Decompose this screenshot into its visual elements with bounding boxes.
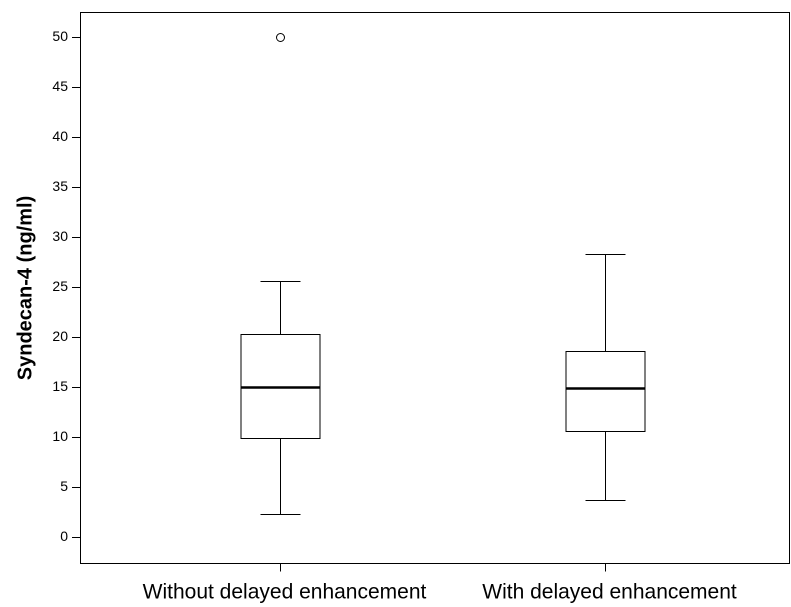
plot-frame bbox=[80, 12, 790, 564]
y-tick-label: 25 bbox=[52, 278, 68, 294]
y-tick-label: 10 bbox=[52, 428, 68, 444]
y-tick-label: 5 bbox=[60, 478, 68, 494]
outlier bbox=[276, 33, 285, 42]
y-axis-title: Syndecan-4 (ng/ml) bbox=[14, 196, 36, 380]
y-tick-label: 50 bbox=[52, 28, 68, 44]
y-tick-label: 45 bbox=[52, 78, 68, 94]
y-tick-label: 40 bbox=[52, 128, 68, 144]
x-tick-label: With delayed enhancement bbox=[482, 581, 737, 604]
y-tick-label: 35 bbox=[52, 178, 68, 194]
box bbox=[565, 351, 646, 432]
y-tick-label: 30 bbox=[52, 228, 68, 244]
y-tick-label: 0 bbox=[60, 528, 68, 544]
y-tick-label: 15 bbox=[52, 378, 68, 394]
y-tick-label: 20 bbox=[52, 328, 68, 344]
x-tick-label: Without delayed enhancement bbox=[143, 581, 427, 604]
